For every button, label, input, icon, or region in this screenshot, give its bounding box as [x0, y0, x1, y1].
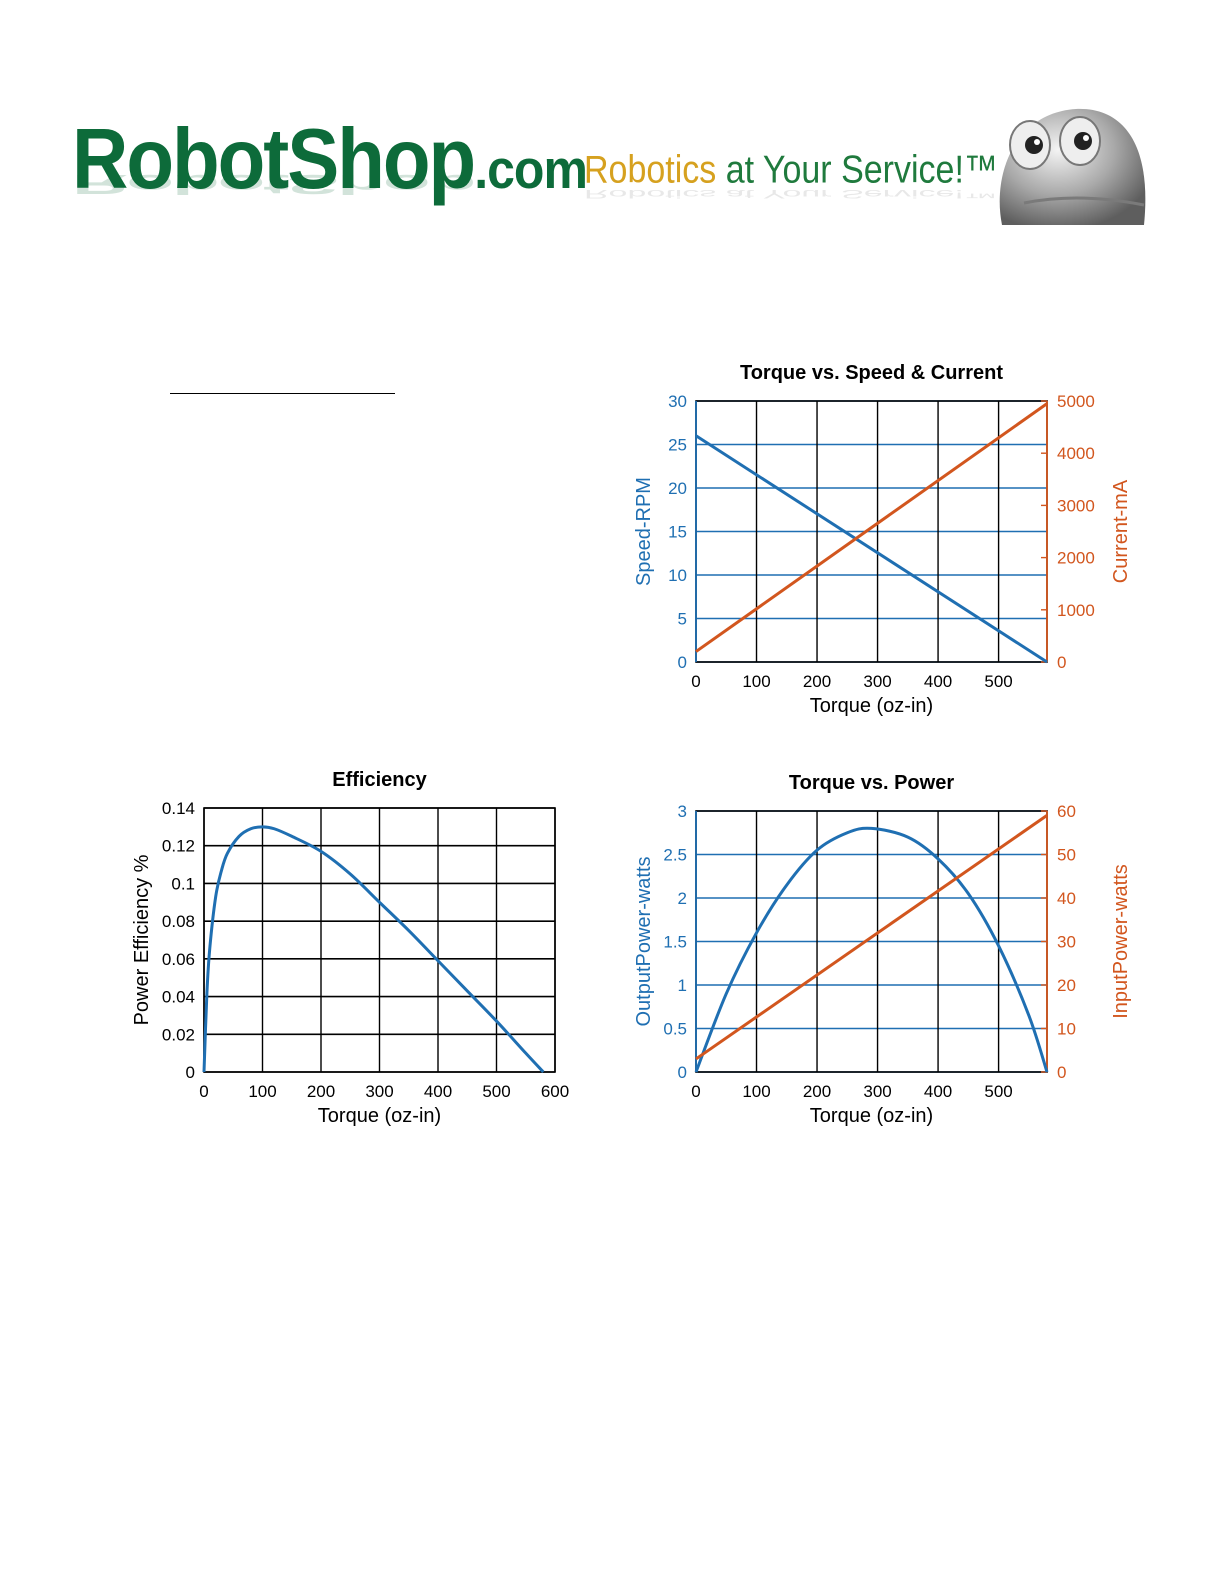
y2-tick-label: 20 [1057, 976, 1076, 995]
x-tick-label: 100 [742, 1082, 770, 1101]
y-tick-label: 2 [678, 889, 687, 908]
y-tick-label: 15 [668, 523, 687, 542]
y-tick-label: 0 [678, 1063, 687, 1082]
x-tick-label: 0 [691, 1082, 700, 1101]
torque-power-chart: Torque vs. Power 0 0.5 1 1.5 2 2.5 3 0 100 200 300 4… [620, 765, 1160, 1135]
x-axis-label: Torque (oz-in) [810, 1105, 933, 1127]
y-tick-label: 1.5 [663, 933, 687, 952]
y-tick-label: 1 [678, 976, 687, 995]
efficiency-chart: Efficiency 0 0.02 0.04 0.06 0.08 0.1 0.12 0.14 0 1… [120, 765, 590, 1135]
x-tick-label: 300 [863, 672, 891, 691]
x-tick-label: 400 [924, 672, 952, 691]
x-tick-label: 0 [691, 672, 700, 691]
torque-speed-current-chart: Torque vs. Speed & Current 0 5 10 15 20 25 30 0 1… [620, 355, 1160, 725]
y2-axis-label: Current-mA [1110, 479, 1132, 583]
y2-tick-label: 0 [1057, 1063, 1066, 1082]
y-tick-label: 0 [186, 1063, 195, 1082]
robotshop-logo[interactable]: RobotShop.com RobotShop [72, 113, 588, 223]
brand-name: RobotShop [72, 109, 476, 207]
x-tick-label: 200 [803, 1082, 831, 1101]
y-tick-label: 0 [678, 653, 687, 672]
robot-mascot-icon [999, 108, 1146, 225]
y2-tick-label: 60 [1057, 802, 1076, 821]
slogan-part2: at Your Service!™ [725, 148, 998, 192]
y-tick-label: 20 [668, 479, 687, 498]
y-tick-label: 0.5 [663, 1020, 687, 1039]
slogan-reflection: Robotics at Your Service!™ [584, 187, 998, 201]
x-tick-label: 500 [984, 672, 1012, 691]
y2-axis-label: InputPower-watts [1110, 864, 1132, 1019]
divider-line [170, 393, 395, 394]
x-tick-label: 200 [803, 672, 831, 691]
y2-tick-label: 0 [1057, 653, 1066, 672]
x-tick-label: 300 [863, 1082, 891, 1101]
y2-tick-label: 40 [1057, 889, 1076, 908]
y-tick-label: 30 [668, 392, 687, 411]
y-tick-label: 5 [678, 610, 687, 629]
x-tick-label: 400 [424, 1082, 452, 1101]
series-line-left [202, 825, 545, 1074]
series-line-right [695, 814, 1048, 1061]
y-tick-label: 25 [668, 436, 687, 455]
x-axis-label: Torque (oz-in) [810, 695, 933, 717]
y2-tick-label: 5000 [1057, 392, 1095, 411]
y-axis-label: Speed-RPM [633, 477, 655, 586]
brand-wordmark: RobotShop.com [72, 109, 588, 214]
y-tick-label: 3 [678, 802, 687, 821]
y2-tick-label: 50 [1057, 846, 1076, 865]
slogan: Robotics at Your Service!™ [584, 147, 998, 193]
brand-reflection: RobotShop [72, 169, 475, 201]
y2-tick-label: 3000 [1057, 496, 1095, 515]
y-axis-label: Power Efficiency % [131, 854, 153, 1025]
x-axis-label: Torque (oz-in) [318, 1105, 441, 1127]
series-line-left [694, 826, 1049, 1073]
x-tick-label: 100 [742, 672, 770, 691]
y-axis-label: OutputPower-watts [633, 856, 655, 1026]
y-tick-label: 0.12 [162, 837, 195, 856]
y2-tick-label: 30 [1057, 933, 1076, 952]
y-tick-label: 10 [668, 566, 687, 585]
y-tick-label: 0.02 [162, 1025, 195, 1044]
x-tick-label: 300 [365, 1082, 393, 1101]
chart-title: Torque vs. Power [789, 772, 954, 794]
series-line-left [695, 434, 1048, 664]
slogan-part1: Robotics [584, 148, 717, 192]
y-tick-label: 0.04 [162, 988, 195, 1007]
x-tick-label: 500 [984, 1082, 1012, 1101]
x-tick-label: 100 [248, 1082, 276, 1101]
x-tick-label: 0 [199, 1082, 208, 1101]
efficiency-svg: Efficiency 0 0.02 0.04 0.06 0.08 0.1 0.12 0.14 0 1… [131, 769, 569, 1127]
x-tick-label: 400 [924, 1082, 952, 1101]
y2-tick-label: 1000 [1057, 601, 1095, 620]
y-tick-label: 0.06 [162, 950, 195, 969]
x-tick-label: 600 [541, 1082, 569, 1101]
plot-frame [203, 807, 556, 1073]
brand-suffix: .com [474, 138, 588, 200]
chart-title: Efficiency [332, 769, 427, 791]
y-tick-label: 0.1 [171, 874, 195, 893]
y2-tick-label: 2000 [1057, 549, 1095, 568]
chart-title: Torque vs. Speed & Current [740, 362, 1003, 384]
y-tick-label: 0.08 [162, 912, 195, 931]
page-header: RobotShop.com RobotShop Robotics at Your… [72, 105, 1152, 225]
x-tick-label: 200 [307, 1082, 335, 1101]
x-tick-label: 500 [482, 1082, 510, 1101]
series-line-right [695, 402, 1048, 653]
y2-tick-label: 10 [1057, 1020, 1076, 1039]
y-tick-label: 0.14 [162, 799, 195, 818]
y2-tick-label: 4000 [1057, 444, 1095, 463]
y-tick-label: 2.5 [663, 846, 687, 865]
